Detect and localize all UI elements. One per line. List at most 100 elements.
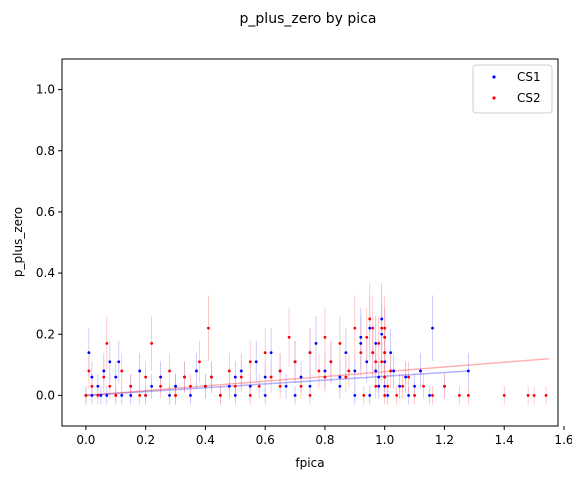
data-point-cs2 [102, 375, 106, 379]
data-point-cs1 [293, 394, 297, 397]
data-point-cs1 [189, 394, 192, 397]
data-point-cs2 [443, 384, 446, 388]
data-point-cs1 [87, 351, 91, 354]
data-point-cs2 [129, 384, 133, 388]
data-point-cs2 [204, 384, 207, 388]
x-tick-label: 1.0 [375, 433, 394, 447]
data-point-cs2 [380, 360, 384, 364]
data-point-cs2 [248, 360, 252, 364]
data-point-cs1 [248, 384, 252, 388]
x-axis-label: fpica [295, 456, 324, 470]
data-point-cs1 [308, 384, 312, 388]
data-point-cs2 [183, 375, 186, 379]
data-point-cs1 [227, 384, 231, 388]
data-point-cs1 [431, 326, 434, 330]
data-point-cs2 [383, 335, 387, 339]
data-point-cs2 [144, 394, 148, 397]
data-point-cs2 [257, 384, 261, 388]
data-point-cs2 [263, 351, 267, 354]
data-point-cs2 [278, 369, 282, 373]
data-point-cs2 [386, 384, 390, 388]
data-point-cs1 [168, 394, 171, 397]
data-point-cs1 [120, 394, 124, 397]
y-tick-label: 0.0 [36, 388, 55, 402]
data-point-cs1 [233, 375, 237, 379]
trendline-layer [85, 357, 550, 397]
data-point-cs2 [120, 369, 124, 373]
data-point-cs1 [150, 384, 154, 388]
data-point-cs2 [466, 394, 470, 397]
data-point-cs1 [284, 384, 288, 388]
data-point-cs1 [90, 375, 94, 379]
x-tick-label: 0.2 [136, 433, 155, 447]
data-point-cs2 [383, 375, 387, 379]
legend-marker-cs2 [492, 96, 496, 100]
data-point-cs2 [293, 360, 297, 364]
data-point-cs1 [368, 394, 372, 397]
data-point-cs2 [323, 335, 327, 339]
data-point-cs1 [323, 369, 327, 373]
data-point-cs1 [368, 326, 372, 330]
data-point-cs1 [353, 369, 357, 373]
y-tick-label: 0.8 [36, 144, 55, 158]
data-point-cs2 [248, 394, 252, 397]
data-point-cs2 [374, 384, 378, 388]
y-axis: 0.0 0.2 0.4 0.6 0.8 1.0 [36, 83, 62, 402]
data-point-cs1 [466, 369, 470, 373]
data-point-cs2 [96, 394, 100, 397]
x-tick-label: 1.4 [495, 433, 514, 447]
data-point-cs1 [383, 384, 387, 388]
data-point-cs1 [263, 375, 267, 379]
data-point-cs1 [159, 375, 163, 379]
data-point-cs1 [428, 394, 431, 397]
x-tick-label: 0.6 [256, 433, 275, 447]
data-point-cs2 [344, 375, 348, 379]
data-point-cs2 [368, 317, 372, 321]
data-point-cs2 [278, 384, 282, 388]
data-point-cs2 [87, 369, 91, 373]
trendline-cs2 [85, 357, 550, 397]
data-point-cs1 [377, 375, 381, 379]
data-point-cs1 [413, 384, 416, 388]
data-point-cs2 [287, 335, 291, 339]
data-point-cs2 [108, 384, 112, 388]
data-point-cs2 [407, 375, 411, 379]
data-point-cs2 [457, 394, 461, 397]
data-point-cs1 [419, 369, 422, 373]
data-point-cs2 [84, 394, 88, 397]
data-point-cs1 [389, 351, 393, 354]
data-point-cs2 [239, 375, 243, 379]
data-point-cs2 [347, 369, 351, 373]
data-point-cs1 [102, 369, 106, 373]
data-point-cs2 [90, 384, 94, 388]
data-point-cs1 [404, 375, 408, 379]
data-point-cs2 [532, 394, 536, 397]
data-point-cs1 [117, 360, 121, 364]
data-point-cs1 [398, 384, 402, 388]
legend-label-cs1: CS1 [517, 70, 541, 84]
data-point-cs2 [431, 394, 434, 397]
data-point-cs2 [544, 394, 548, 397]
data-point-cs2 [374, 360, 378, 364]
data-point-cs2 [380, 326, 384, 330]
data-point-cs2 [401, 384, 405, 388]
data-point-cs2 [377, 342, 381, 345]
x-tick-label: 0.0 [76, 433, 95, 447]
data-point-cs1 [392, 369, 396, 373]
data-point-cs1 [344, 351, 348, 354]
data-point-cs2 [502, 394, 506, 397]
data-point-cs1 [338, 384, 342, 388]
y-axis-label: p_plus_zero [11, 207, 25, 277]
data-point-cs1 [138, 369, 142, 373]
data-point-cs2 [207, 326, 210, 330]
data-point-cs1 [263, 394, 267, 397]
x-axis: 0.0 0.2 0.4 0.6 0.8 1.0 1.2 1.4 1.6 [76, 426, 572, 447]
data-point-cs2 [105, 342, 109, 345]
data-point-cs1 [374, 342, 378, 345]
data-point-cs2 [114, 394, 118, 397]
data-point-cs1 [233, 394, 237, 397]
data-point-cs1 [108, 360, 112, 364]
legend-label-cs2: CS2 [517, 91, 541, 105]
data-point-cs2 [371, 351, 375, 354]
